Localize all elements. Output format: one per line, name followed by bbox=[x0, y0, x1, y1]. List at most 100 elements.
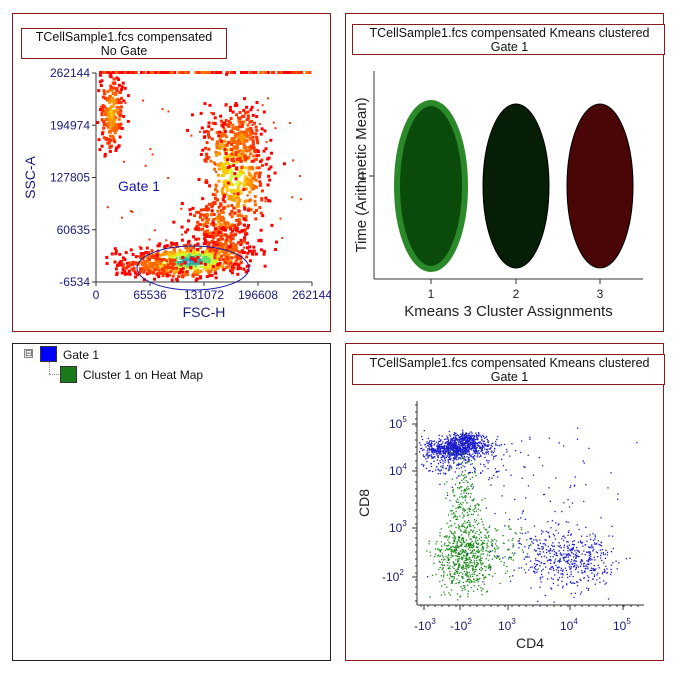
density-point bbox=[201, 218, 204, 221]
scatter-point bbox=[478, 550, 481, 553]
scatter-point bbox=[442, 579, 444, 581]
scatter-point bbox=[431, 449, 433, 451]
scatter-point bbox=[469, 435, 471, 437]
scatter-point bbox=[444, 451, 446, 453]
density-point bbox=[179, 262, 183, 266]
density-point bbox=[217, 251, 221, 255]
density-point bbox=[240, 214, 244, 218]
density-point bbox=[241, 249, 245, 253]
scatter-point bbox=[465, 452, 468, 455]
scatter-point bbox=[466, 571, 468, 573]
scatter-point bbox=[487, 453, 490, 455]
scatter-point bbox=[467, 595, 469, 598]
density-point bbox=[258, 122, 261, 125]
density-point bbox=[220, 131, 224, 135]
scatter-point bbox=[566, 573, 569, 575]
scatter-point bbox=[537, 554, 540, 556]
scatter-point bbox=[481, 568, 484, 570]
scatter-point bbox=[520, 517, 522, 519]
scatter-point bbox=[437, 445, 440, 448]
scatter-point bbox=[458, 453, 460, 456]
scatter-point bbox=[464, 557, 467, 560]
panel-density-plot[interactable]: TCellSample1.fcs compensated No Gate 0 65… bbox=[12, 13, 331, 332]
scatter-point bbox=[512, 554, 515, 556]
scatter-point bbox=[481, 448, 483, 450]
density-point bbox=[198, 215, 202, 219]
scatter-point bbox=[464, 445, 467, 447]
panel-gate-tree[interactable]: ⊟ Gate 1 Cluster 1 on Heat Map bbox=[12, 343, 331, 661]
scatter-point bbox=[451, 549, 453, 551]
panel-cd4-cd8-plot[interactable]: TCellSample1.fcs compensated Kmeans clus… bbox=[345, 343, 665, 661]
scatter-point bbox=[453, 539, 455, 541]
density-point bbox=[205, 275, 209, 279]
scatter-point bbox=[457, 453, 459, 455]
scatter-point bbox=[433, 440, 436, 442]
panel-heatmap[interactable]: TCellSample1.fcs compensated Kmeans clus… bbox=[345, 13, 665, 332]
scatter-point bbox=[452, 488, 455, 491]
scatter-point bbox=[601, 549, 604, 551]
scatter-point bbox=[555, 477, 557, 479]
scatter-point bbox=[449, 568, 451, 570]
density-point bbox=[244, 111, 248, 115]
scatter-point bbox=[525, 563, 527, 565]
density-point bbox=[103, 122, 107, 126]
density-point bbox=[239, 159, 243, 163]
density-point bbox=[121, 71, 125, 74]
density-point bbox=[216, 266, 220, 270]
density-point bbox=[229, 259, 233, 263]
scatter-point bbox=[463, 481, 465, 484]
density-point bbox=[180, 233, 183, 236]
density-point bbox=[232, 137, 236, 141]
density-point bbox=[181, 274, 185, 278]
scatter-point bbox=[467, 590, 469, 592]
scatter-point bbox=[563, 549, 565, 552]
density-point bbox=[249, 108, 253, 112]
density-chart[interactable]: 0 65536 131072 196608 2621442621441949741278… bbox=[12, 13, 331, 332]
density-point bbox=[203, 158, 207, 162]
density-point bbox=[179, 261, 183, 265]
density-point bbox=[102, 89, 106, 93]
scatter-point bbox=[454, 571, 456, 574]
density-point bbox=[243, 181, 247, 185]
density-point bbox=[225, 135, 229, 139]
density-point bbox=[252, 249, 256, 253]
collapse-toggle[interactable]: ⊟ bbox=[24, 348, 33, 358]
scatter-point bbox=[559, 559, 561, 561]
density-point bbox=[170, 254, 174, 258]
density-point bbox=[233, 243, 237, 247]
density-point bbox=[213, 196, 217, 200]
scatter-point bbox=[487, 462, 489, 464]
density-point bbox=[150, 252, 154, 256]
scatter-point bbox=[471, 476, 474, 478]
scatter-point bbox=[611, 525, 613, 528]
density-point bbox=[100, 113, 104, 117]
scatter-point bbox=[603, 562, 605, 564]
scatter-point bbox=[559, 557, 561, 560]
scatter-point bbox=[534, 550, 537, 552]
density-point bbox=[296, 71, 300, 74]
density-point bbox=[166, 271, 170, 275]
density-point bbox=[196, 273, 200, 277]
density-point bbox=[115, 124, 119, 128]
scatter-point bbox=[445, 438, 447, 440]
density-point bbox=[231, 123, 235, 127]
tree-item-gate-1[interactable]: Gate 1 bbox=[63, 348, 100, 362]
scatter-point bbox=[451, 467, 453, 470]
scatter-point bbox=[480, 448, 482, 450]
density-point bbox=[199, 152, 203, 156]
density-point bbox=[230, 256, 234, 260]
density-point bbox=[201, 260, 205, 264]
density-point bbox=[168, 252, 172, 256]
density-point bbox=[251, 113, 255, 117]
scatter-point bbox=[558, 566, 560, 568]
density-point bbox=[211, 121, 215, 125]
scatter-point bbox=[469, 496, 472, 498]
tree-item-cluster-1[interactable]: Cluster 1 on Heat Map bbox=[83, 368, 204, 382]
scatter-point bbox=[435, 573, 437, 576]
scatter-point bbox=[603, 568, 606, 571]
scatter-point bbox=[466, 558, 468, 560]
scatter-point bbox=[472, 466, 475, 469]
scatter-point bbox=[450, 449, 453, 451]
